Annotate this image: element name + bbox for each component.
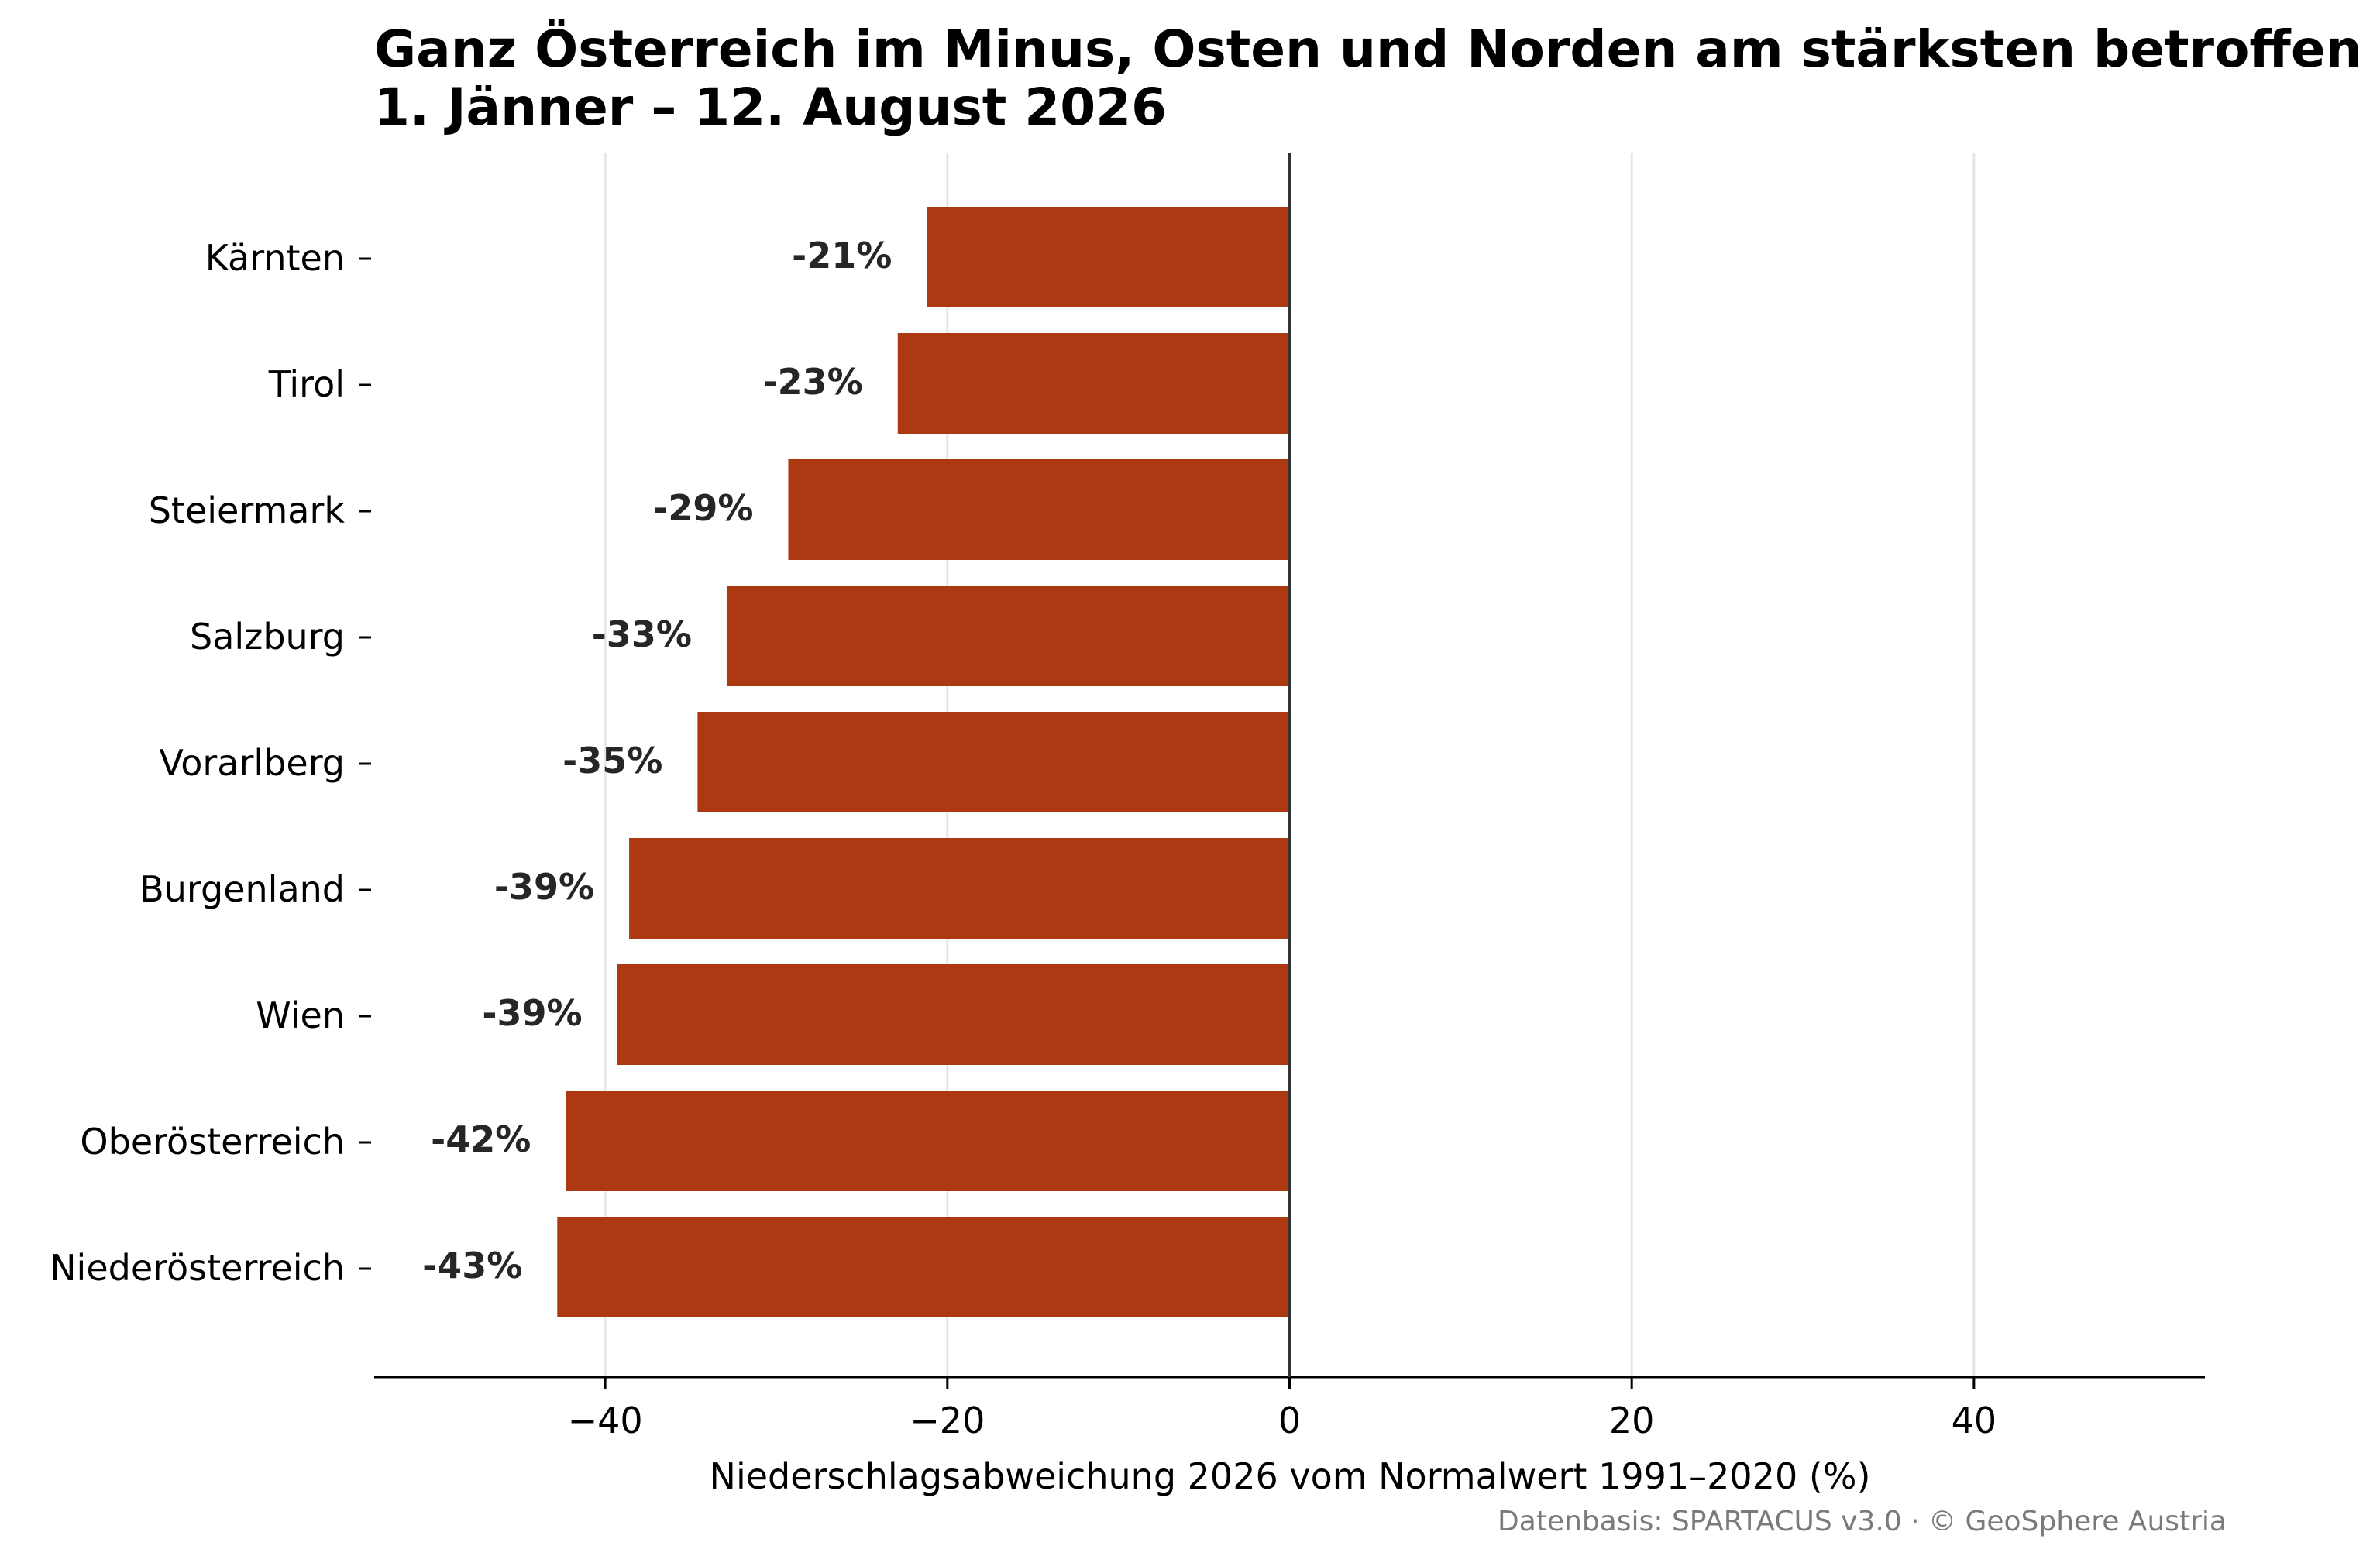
data-label: -39%	[482, 992, 582, 1034]
data-label: -33%	[592, 613, 692, 655]
data-label: -39%	[494, 866, 594, 908]
y-tick-label: Kärnten	[205, 237, 345, 279]
data-labels: -21% -23% -29% -33% -35% -39% -39% -42% -43%	[422, 235, 892, 1286]
y-tick-label: Wien	[256, 994, 345, 1036]
bar-tirol	[897, 333, 1290, 434]
bar-niederösterreich	[557, 1217, 1290, 1317]
y-tick-label: Vorarlberg	[159, 742, 345, 784]
bars	[557, 207, 1290, 1317]
y-tick-label: Oberösterreich	[80, 1121, 345, 1163]
x-tick-label: −40	[568, 1400, 643, 1441]
data-label: -43%	[422, 1245, 522, 1286]
chart-subtitle: 1. Jänner – 12. August 2026	[374, 77, 1167, 137]
chart-title: Ganz Österreich im Minus, Osten und Nord…	[374, 19, 2362, 79]
x-tick-label: −20	[910, 1400, 985, 1441]
y-axis-ticks: Kärnten Tirol Steiermark Salzburg Vorarlberg…	[50, 237, 371, 1289]
source-note: Datenbasis: SPARTACUS v3.0 · © GeoSphere…	[1498, 1506, 2227, 1537]
y-tick-label: Tirol	[268, 363, 345, 405]
y-tick-label: Burgenland	[139, 868, 345, 910]
y-tick-label: Niederösterreich	[50, 1247, 345, 1289]
bar-burgenland	[629, 838, 1290, 939]
x-axis-ticks: −40 −20 0 20 40	[568, 1377, 1997, 1441]
bar-kärnten	[927, 207, 1290, 307]
data-label: -23%	[763, 361, 863, 403]
bar-steiermark	[788, 459, 1290, 560]
data-label: -42%	[431, 1118, 531, 1160]
x-axis-label: Niederschlagsabweichung 2026 vom Normalw…	[710, 1455, 1871, 1497]
bar-vorarlberg	[697, 712, 1290, 812]
bar-wien	[617, 964, 1290, 1065]
y-tick-label: Salzburg	[190, 616, 345, 658]
data-label: -21%	[792, 235, 892, 277]
x-tick-label: 20	[1609, 1400, 1655, 1441]
data-label: -35%	[562, 740, 662, 781]
y-tick-label: Steiermark	[149, 489, 346, 531]
data-label: -29%	[653, 487, 753, 529]
x-tick-label: 0	[1278, 1400, 1301, 1441]
bar-oberösterreich	[566, 1091, 1290, 1191]
bar-salzburg	[726, 586, 1290, 686]
x-tick-label: 40	[1952, 1400, 1997, 1441]
